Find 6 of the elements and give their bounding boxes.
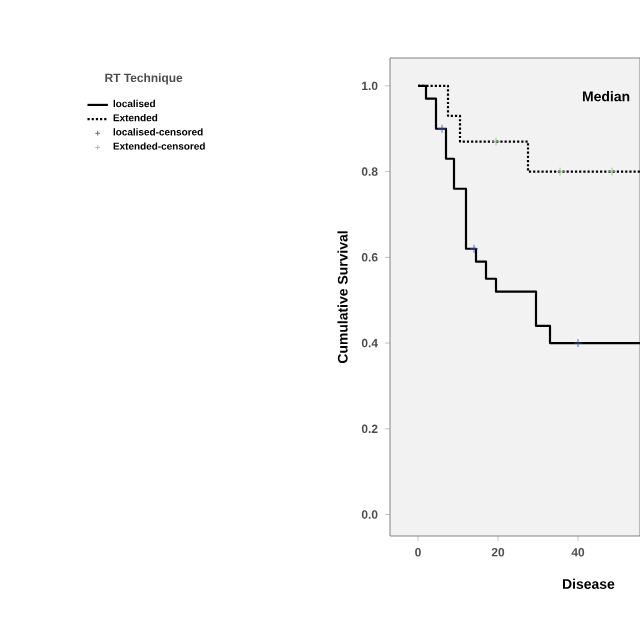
- point: [437, 124, 447, 134]
- point: [573, 338, 583, 348]
- point: [555, 167, 565, 176]
- point: [491, 137, 501, 146]
- point: [469, 244, 479, 254]
- point: [607, 167, 617, 176]
